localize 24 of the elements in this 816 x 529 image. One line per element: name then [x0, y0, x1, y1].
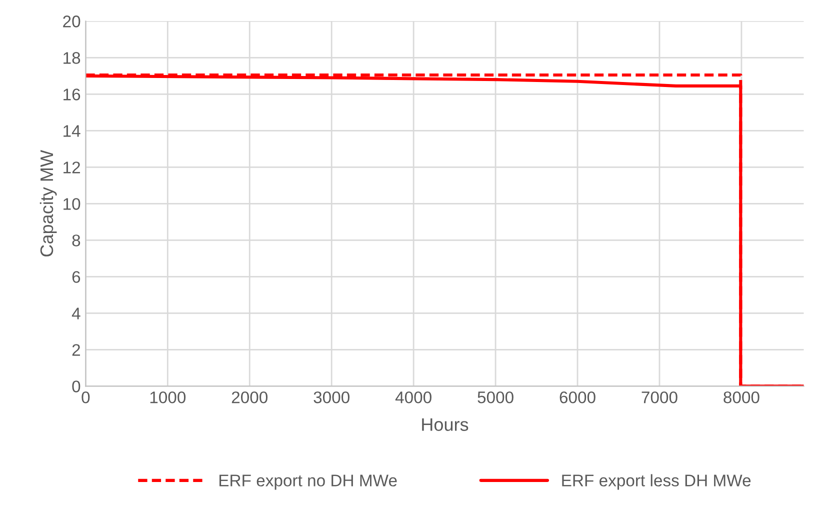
x-tick-label: 3000 [314, 391, 350, 404]
y-tick-label: 0 [72, 380, 80, 392]
legend-label: ERF export no DH MWe [219, 474, 397, 490]
y-tick-label: 10 [64, 198, 80, 210]
y-tick-label: 2 [72, 344, 80, 356]
y-tick-label: 16 [64, 88, 80, 100]
legend-label: ERF export less DH MWe [562, 474, 751, 490]
x-tick-label: 5000 [478, 391, 514, 404]
y-tick-label: 20 [63, 16, 80, 28]
y-tick-label: 4 [72, 308, 80, 320]
x-tick-label: 8000 [724, 391, 760, 404]
x-tick-label: 2000 [232, 391, 268, 404]
y-tick-label: 14 [64, 125, 80, 137]
x-tick-label: 4000 [395, 391, 432, 404]
x-tick-label: 6000 [560, 391, 596, 404]
x-axis-title: Hours [422, 418, 468, 431]
x-tick-label: 1000 [150, 391, 186, 404]
y-tick-label: 6 [72, 271, 80, 283]
x-tick-label: 7000 [642, 391, 678, 404]
y-tick-label: 18 [64, 52, 80, 64]
y-tick-label: 8 [72, 234, 80, 246]
x-tick-label: 0 [82, 391, 90, 404]
y-tick-label: 12 [64, 162, 80, 174]
y-axis-title: Capacity MW [40, 150, 57, 256]
